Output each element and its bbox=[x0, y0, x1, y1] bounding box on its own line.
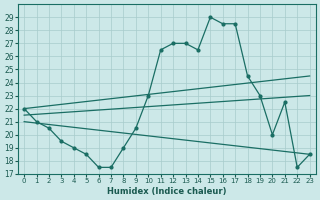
X-axis label: Humidex (Indice chaleur): Humidex (Indice chaleur) bbox=[107, 187, 227, 196]
